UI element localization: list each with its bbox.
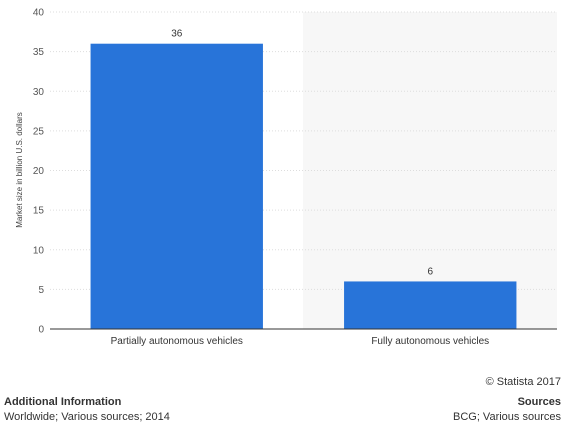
y-tick-label: 35	[33, 47, 45, 58]
bar[interactable]	[344, 281, 517, 329]
y-tick-label: 30	[33, 87, 45, 98]
sources-title: Sources	[517, 396, 561, 408]
y-tick-label: 25	[33, 126, 45, 137]
y-tick-label: 20	[33, 166, 45, 177]
bar[interactable]	[90, 43, 263, 329]
bars	[90, 43, 517, 329]
data-labels: 36 6	[171, 29, 433, 278]
y-axis-title: Market size in billion U.S. dollars	[15, 112, 24, 228]
y-tick-label: 40	[33, 8, 45, 19]
additional-info-title: Additional Information	[4, 396, 122, 408]
y-tick-label: 10	[33, 245, 45, 256]
sources-text: BCG; Various sources	[452, 411, 561, 423]
additional-info-text: Worldwide; Various sources; 2014	[4, 411, 170, 423]
data-label: 6	[427, 266, 433, 277]
copyright-text: © Statista 2017	[485, 376, 561, 388]
category-label: Partially autonomous vehicles	[111, 336, 243, 347]
data-label: 36	[171, 29, 183, 40]
y-axis-ticks: 0 5 10 15 20 25 30 35 40	[33, 8, 45, 336]
y-tick-label: 5	[38, 285, 44, 296]
y-tick-label: 0	[38, 325, 44, 336]
y-tick-label: 15	[33, 206, 45, 217]
bar-chart: 0 5 10 15 20 25 30 35 40 Market size in billion …	[15, 8, 557, 347]
category-label: Fully autonomous vehicles	[371, 336, 489, 347]
plot-background-right	[303, 12, 557, 329]
category-labels: Partially autonomous vehicles Fully auton…	[111, 336, 490, 347]
